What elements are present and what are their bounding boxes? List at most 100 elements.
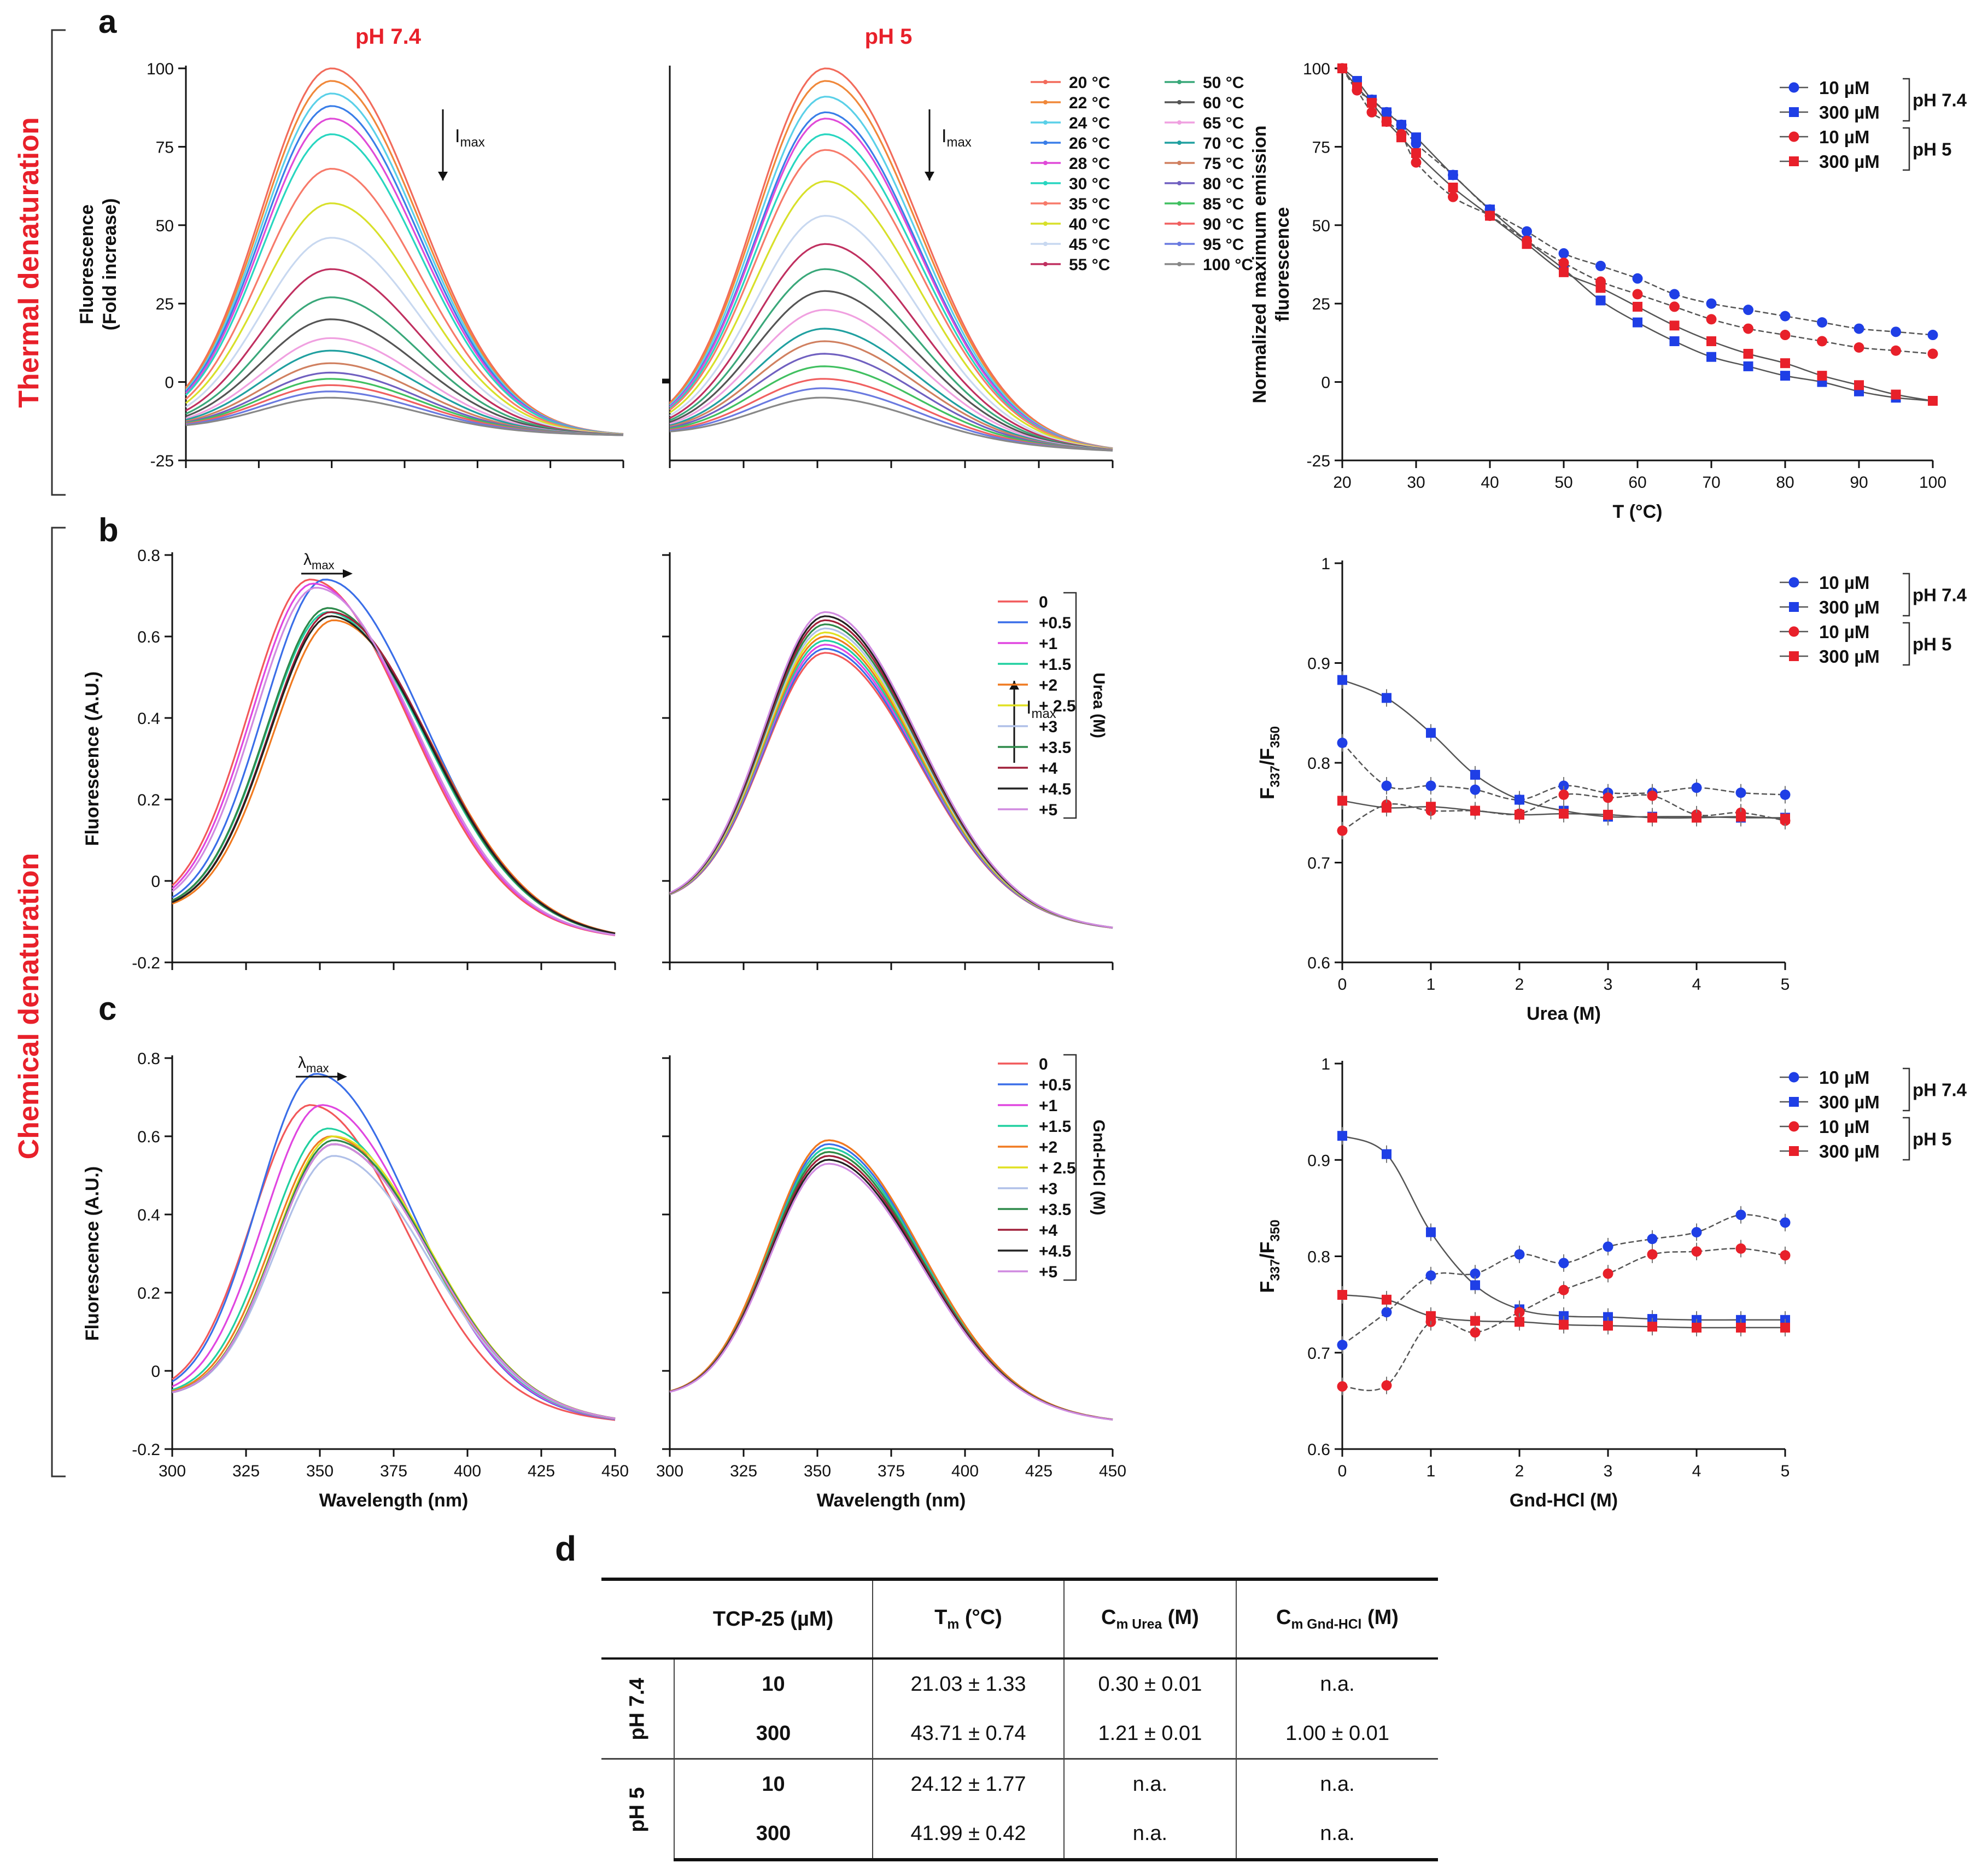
legend-label: 24 °C (1069, 114, 1110, 132)
data-point (1411, 148, 1421, 158)
spectrum-line-9 (172, 1143, 616, 1420)
x-tick-label: 325 (232, 1462, 260, 1480)
legend-temperature: 20 °C 22 °C 24 °C 26 °C 28 °C 30 °C 35 °C 40 °C… (1031, 74, 1253, 274)
legend-marker (1043, 120, 1048, 125)
legend-bracket (1903, 1067, 1910, 1112)
data-point (1522, 226, 1532, 237)
x-tick-label: 2 (1515, 1462, 1524, 1480)
chart-a3-thermal-curve: -25 0 25 50 75 100 20 30 40 50 60 70 80 90 100 T (°C) No… (1249, 60, 1946, 522)
legend-bracket (1903, 78, 1910, 122)
legend-group-label: pH 5 (1913, 139, 1952, 160)
spectrum-line-7 (185, 167, 624, 435)
table-cell-cm-urea: 0.30 ± 0.01 (1063, 1658, 1237, 1709)
x-axis-label: Wavelength (nm) (817, 1490, 966, 1511)
data-point (1470, 1268, 1481, 1279)
spectrum-line-1 (669, 67, 1113, 449)
data-point (1522, 239, 1532, 249)
legend-label: 26 °C (1069, 135, 1110, 153)
y-tick-label: -0.2 (132, 954, 160, 972)
legend-marker (1177, 120, 1182, 125)
legend-label: +1.5 (1039, 1118, 1071, 1136)
legend-label: 90 °C (1203, 215, 1244, 233)
data-point (1514, 1307, 1525, 1318)
spectrum-line-3 (669, 96, 1113, 449)
legend-marker (1043, 242, 1048, 246)
data-point (1632, 289, 1643, 300)
data-point (1558, 248, 1569, 259)
data-point (1706, 336, 1716, 347)
spectrum-line-7 (669, 149, 1113, 450)
legend-label: +5 (1039, 801, 1057, 819)
table-cell-tm: 21.03 ± 1.33 (872, 1658, 1064, 1709)
data-point (1558, 780, 1569, 791)
data-point (1337, 1290, 1347, 1300)
x-tick-label: 100 (1919, 474, 1946, 492)
legend-marker (1788, 626, 1799, 637)
data-point (1337, 63, 1347, 73)
data-point (1595, 295, 1606, 306)
legend-marker (1789, 1146, 1799, 1156)
legend-marker (1788, 82, 1799, 93)
data-point (1382, 803, 1391, 813)
spectrum-line-10 (185, 268, 624, 436)
legend-urea: 0 +0.5 +1 +1.5 +2 + 2.5 +3 +3.5 +4 +4.5 +5 Urea (M) (998, 592, 1108, 819)
data-point (1514, 1249, 1525, 1260)
data-point (1780, 371, 1790, 381)
data-point (1382, 116, 1391, 127)
x-tick-label: 40 (1481, 474, 1499, 492)
x-tick-label: 300 (656, 1462, 683, 1480)
legend-label: 10 µM (1819, 1117, 1869, 1137)
y-tick-label: 0.6 (1307, 954, 1330, 972)
panel-letter-b: b (98, 512, 119, 548)
y-tick-label: 0.7 (1307, 1345, 1330, 1363)
legend-label: 0 (1039, 1055, 1048, 1073)
legend-label: 65 °C (1203, 114, 1244, 132)
table-group-label: pH 5 (601, 1758, 674, 1860)
data-point (1603, 792, 1613, 803)
legend-label: 10 µM (1819, 127, 1869, 147)
spectrum-line-8 (185, 202, 624, 436)
legend-thermal-scatter: 10 µM 300 µM 10 µM 300 µM pH 7.4 pH 5 (1780, 78, 1967, 172)
data-point (1426, 1311, 1436, 1321)
data-point (1691, 1246, 1702, 1257)
legend-gnd-scatter: 10 µM 300 µM 10 µM 300 µM pH 7.4 pH 5 (1780, 1067, 1967, 1161)
table-cell-tm: 41.99 ± 0.42 (872, 1809, 1064, 1861)
data-point (1891, 389, 1901, 400)
data-point (1411, 132, 1421, 143)
fit-curve (1341, 68, 1933, 355)
table-row: pH 5 10 24.12 ± 1.77 n.a. n.a. (601, 1758, 1438, 1860)
stability-table: TCP-25 (µM) Tm (°C) Cm Urea (M) Cm Gnd-H… (601, 1578, 1438, 1861)
legend-label: 50 °C (1203, 74, 1244, 92)
y-tick-label: 1 (1321, 1055, 1330, 1073)
data-point (1337, 1131, 1347, 1141)
y-axis-label: F337/F350 (1256, 726, 1283, 799)
legend-marker (1177, 100, 1182, 104)
legend-bracket (1903, 573, 1910, 617)
data-point (1595, 283, 1606, 293)
data-point (1736, 1322, 1746, 1333)
legend-title: Gnd-HCl (M) (1090, 1120, 1108, 1216)
legend-bracket (1903, 1117, 1910, 1161)
data-point (1735, 1210, 1746, 1220)
spectrum-line-2 (669, 80, 1113, 449)
y-tick-label: 0 (165, 374, 174, 392)
y-tick-label: -25 (1307, 452, 1330, 470)
data-point (1780, 358, 1790, 369)
data-point (1706, 314, 1717, 325)
data-point (1780, 1217, 1791, 1228)
x-tick-label: 450 (1099, 1462, 1126, 1480)
legend-label: 300 µM (1819, 1141, 1880, 1161)
legend-label: 300 µM (1819, 151, 1880, 172)
table-group-label: pH 7.4 (625, 1677, 649, 1741)
data-point (1396, 120, 1406, 130)
y-axis-label: Fluorescence (A.U.) (82, 671, 103, 846)
panel-letter-a: a (98, 3, 117, 40)
legend-marker (1789, 156, 1799, 166)
x-tick-label: 400 (951, 1462, 979, 1480)
data-point (1817, 371, 1827, 381)
thermal-bracket (51, 29, 66, 496)
chart-c1-gnd-ph74: -0.2 0 0.2 0.4 0.6 0.8 300 325 350 375 400 425 450 Wa… (82, 1050, 629, 1511)
data-point (1817, 336, 1827, 347)
imax-annotation: Imax (455, 126, 485, 150)
y-axis-label: Normalized maximum emission fluorescence (1249, 125, 1293, 403)
